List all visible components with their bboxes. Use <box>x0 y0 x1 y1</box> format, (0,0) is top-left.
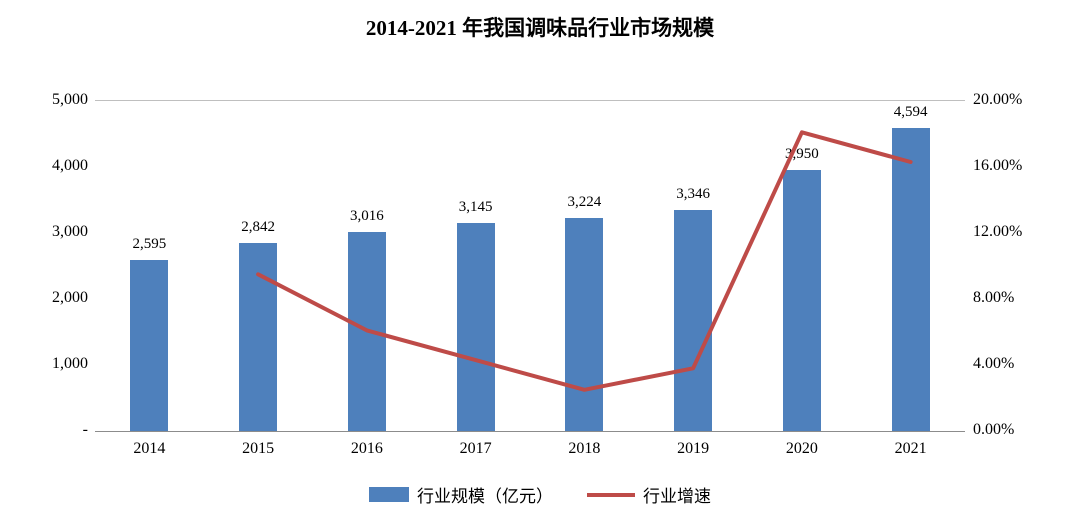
left-axis-tick: 1,000 <box>52 355 88 372</box>
legend: 行业规模（亿元） 行业增速 <box>0 482 1080 507</box>
x-axis-tick: 2014 <box>133 440 166 457</box>
bar-value-label: 2,842 <box>241 219 275 236</box>
bar <box>674 210 713 431</box>
line-series-swatch-icon <box>587 492 635 497</box>
right-axis-tick: 4.00% <box>973 355 1015 372</box>
legend-label-bar-series: 行业规模（亿元） <box>417 487 553 506</box>
left-axis-tick: 5,000 <box>52 91 88 108</box>
left-axis: 5,000 4,000 3,000 2,000 1,000 - <box>0 91 88 438</box>
right-axis: 20.00% 16.00% 12.00% 8.00% 4.00% 0.00% <box>973 91 1073 438</box>
right-axis-tick: 0.00% <box>973 421 1015 438</box>
x-axis-tick: 2020 <box>785 440 818 457</box>
growth-line-path <box>256 130 913 392</box>
left-axis-tick: 3,000 <box>52 223 88 240</box>
right-axis-tick: 16.00% <box>973 157 1023 174</box>
x-axis: 2014 2015 2016 2017 2018 2019 2020 2021 <box>95 440 965 464</box>
x-axis-tick: 2015 <box>242 440 275 457</box>
bar-value-label: 3,346 <box>676 186 710 203</box>
left-axis-tick: - <box>82 421 88 438</box>
legend-label-line-series: 行业增速 <box>643 487 711 506</box>
bar-value-label: 3,016 <box>350 207 384 224</box>
bar <box>891 127 930 431</box>
plot-area: 2,595 2,842 3,016 3,145 3,224 3,346 3,950 4,594 <box>95 100 965 432</box>
legend-item-line-series: 行业增速 <box>587 482 711 507</box>
x-axis-tick: 2019 <box>677 440 710 457</box>
bar <box>565 218 604 431</box>
x-axis-tick: 2021 <box>894 440 927 457</box>
bar <box>456 223 495 431</box>
right-axis-tick: 20.00% <box>973 91 1023 108</box>
bar-series-swatch-icon <box>369 487 409 502</box>
bar <box>130 259 169 431</box>
x-axis-tick: 2018 <box>568 440 601 457</box>
bar-labels-layer: 2,595 2,842 3,016 3,145 3,224 3,346 3,950 4,594 <box>95 101 965 431</box>
x-axis-tick: 2017 <box>459 440 492 457</box>
bar-value-label: 4,594 <box>893 103 928 120</box>
legend-item-bar-series: 行业规模（亿元） <box>369 482 553 507</box>
growth-line <box>256 130 913 392</box>
left-axis-tick: 4,000 <box>52 157 88 174</box>
left-axis-tick: 2,000 <box>52 289 88 306</box>
right-axis-tick: 8.00% <box>973 289 1015 306</box>
chart-title: 2014-2021 年我国调味品行业市场规模 <box>365 16 715 40</box>
bars-layer <box>95 101 965 431</box>
x-axis-tick: 2016 <box>350 440 383 457</box>
right-axis-tick: 12.00% <box>973 223 1023 240</box>
bar-value-label: 2,595 <box>132 235 167 252</box>
bar-value-label: 3,145 <box>458 199 493 216</box>
bar <box>782 170 821 431</box>
bar-value-label: 3,224 <box>567 194 602 211</box>
